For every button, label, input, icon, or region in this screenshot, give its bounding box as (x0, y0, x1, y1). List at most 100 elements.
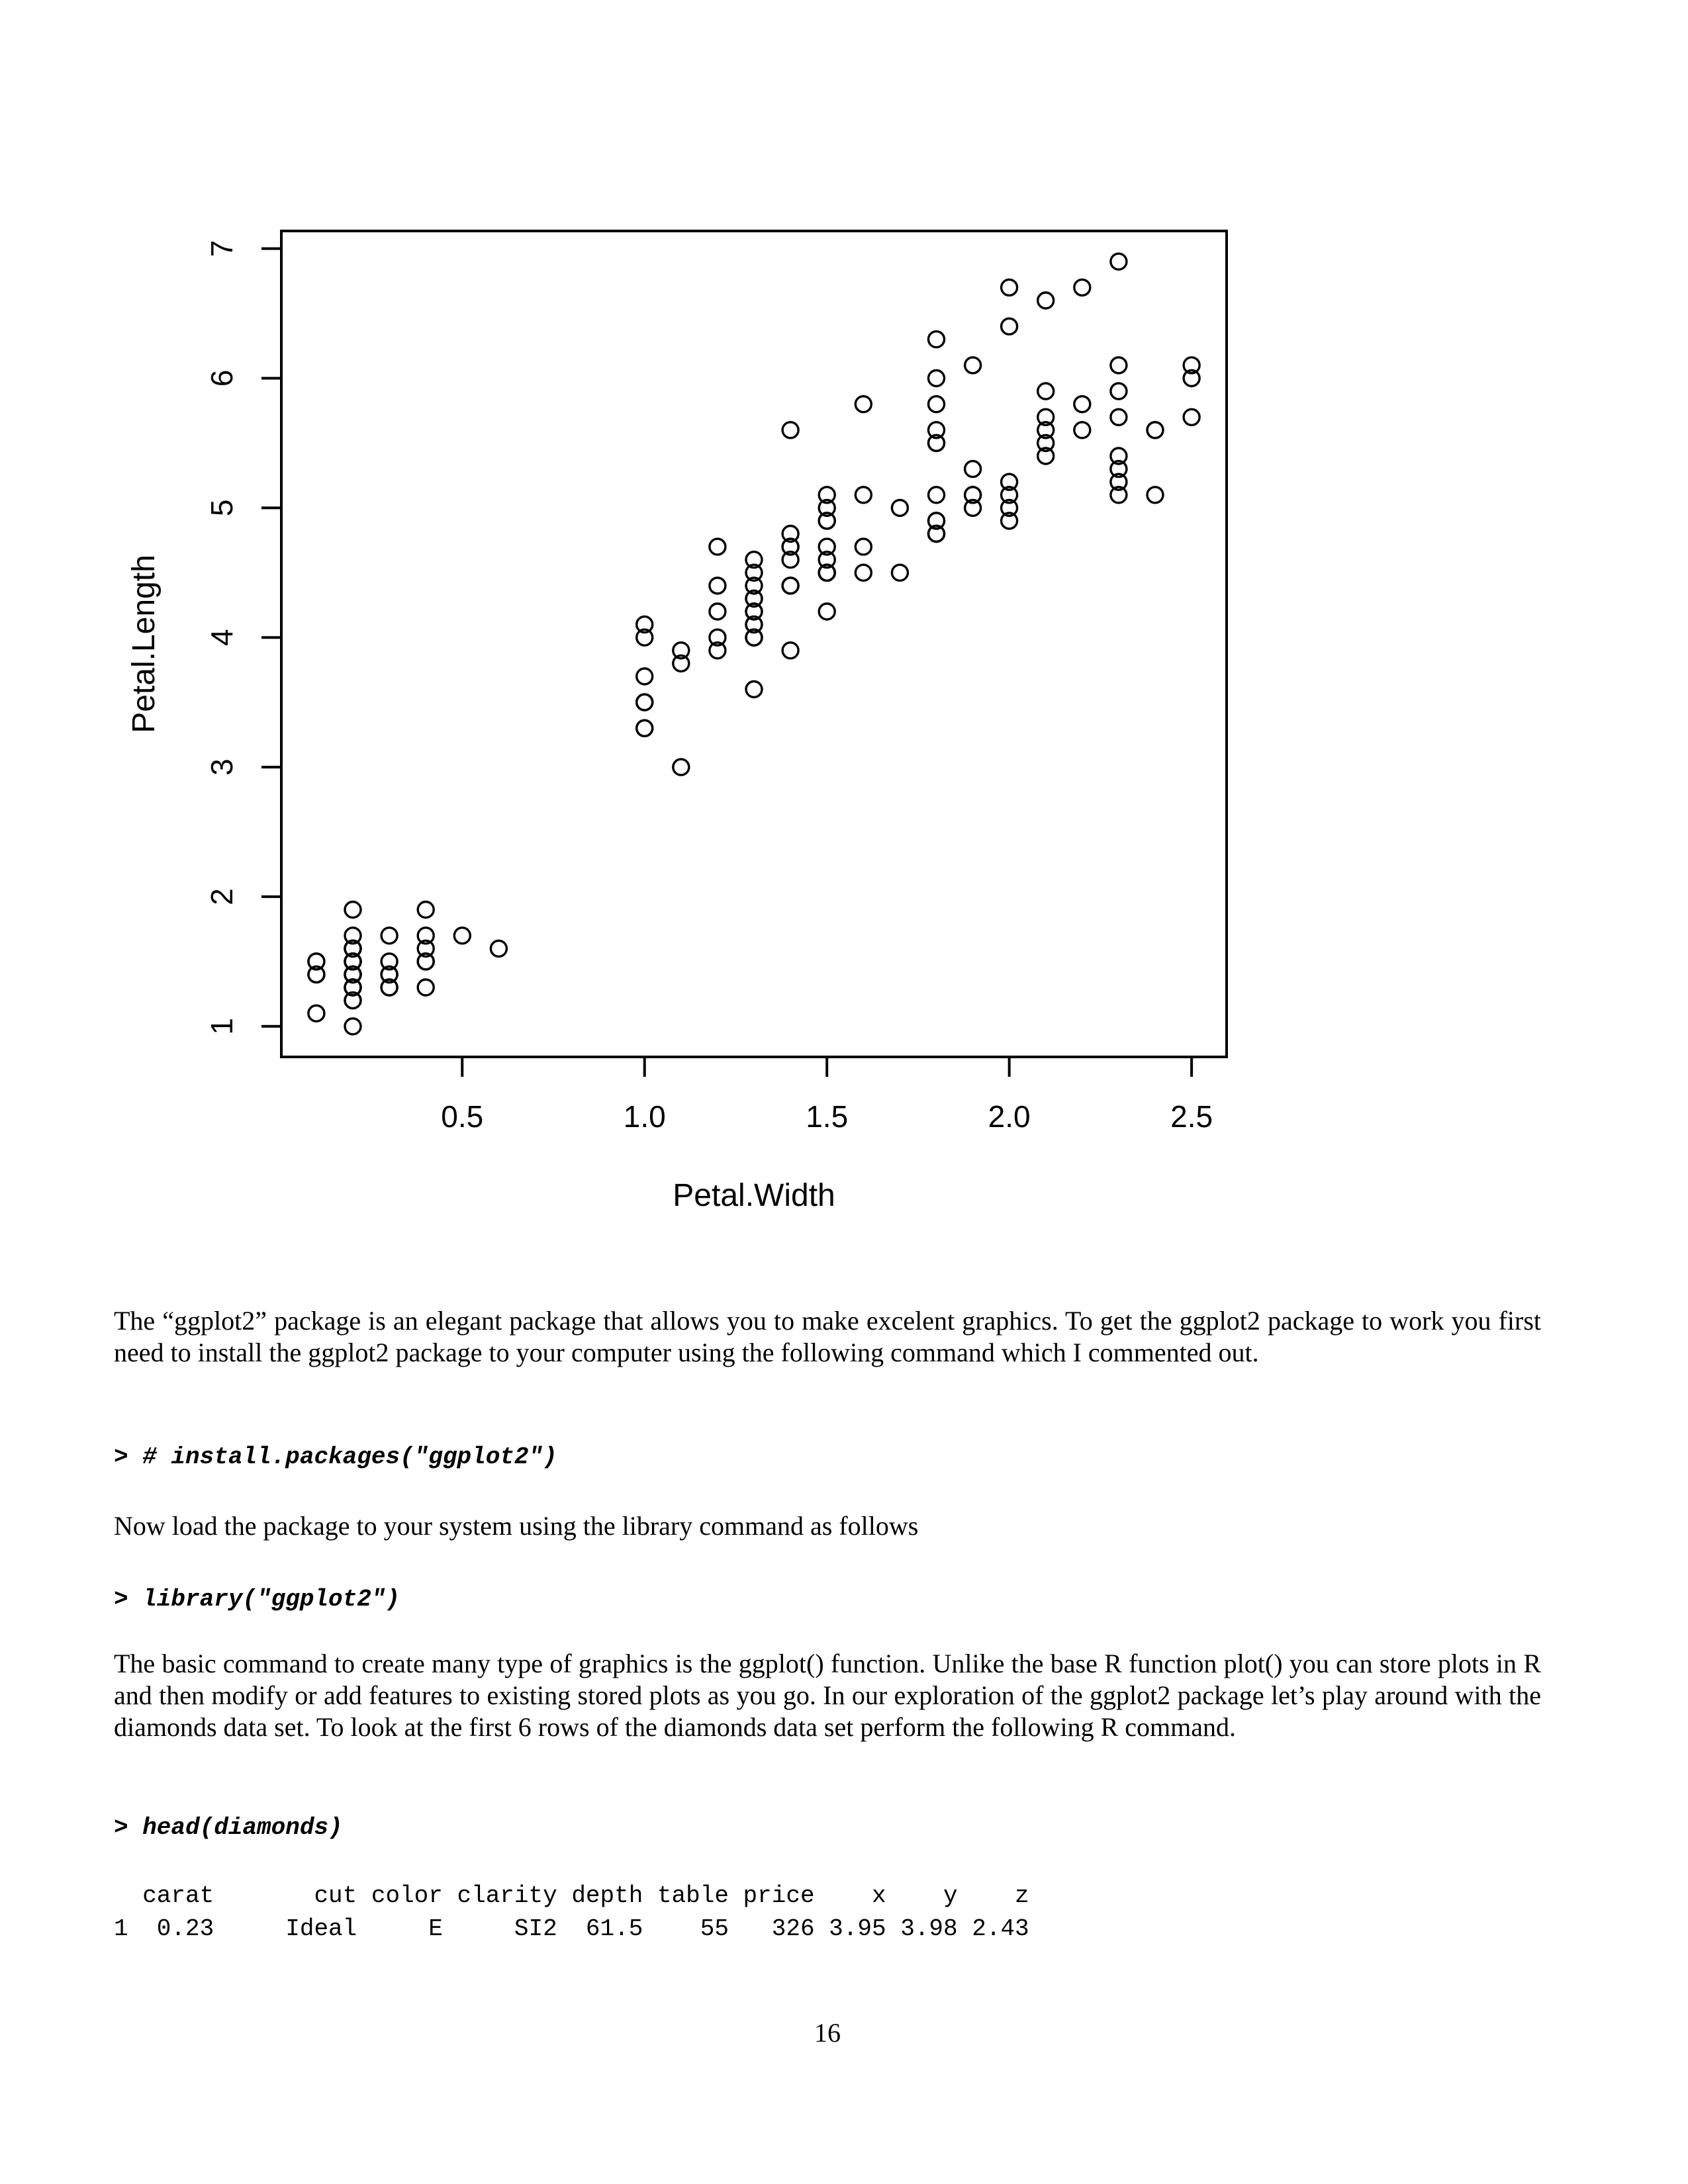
data-point (380, 926, 399, 945)
data-point (781, 576, 800, 595)
data-point (745, 628, 763, 647)
data-point (927, 486, 946, 504)
x-tick-label: 2.0 (988, 1099, 1031, 1134)
y-axis-label: Petal.Length (126, 555, 162, 733)
paragraph-ggplot-basics: The basic command to create many type of… (114, 1649, 1541, 1742)
data-point (781, 551, 800, 569)
data-point (1036, 382, 1055, 400)
x-axis-label: Petal.Width (673, 1178, 835, 1213)
data-point (380, 965, 399, 984)
data-point (307, 965, 326, 984)
data-point (781, 641, 800, 660)
data-point (344, 939, 362, 958)
data-point (745, 602, 763, 621)
code-library: > library("ggplot2") (114, 1586, 400, 1613)
data-point (708, 602, 727, 621)
data-point (1146, 421, 1164, 439)
data-point (818, 537, 836, 556)
data-point (745, 615, 763, 634)
data-point (1000, 512, 1019, 530)
data-point (1073, 395, 1092, 414)
data-point (344, 926, 362, 945)
data-point (927, 330, 946, 349)
data-point (854, 563, 873, 582)
data-point (416, 978, 435, 997)
data-point (1109, 486, 1128, 504)
data-point (781, 524, 800, 543)
data-point (818, 512, 836, 530)
data-point (1109, 459, 1128, 478)
x-tick-label: 1.0 (624, 1099, 666, 1134)
data-point (708, 628, 727, 647)
data-point (672, 758, 690, 776)
data-point (307, 952, 326, 971)
data-point (781, 537, 800, 556)
data-point (963, 356, 982, 375)
data-point (1000, 317, 1019, 336)
data-point (1073, 421, 1092, 439)
data-point (927, 421, 946, 439)
data-point (416, 900, 435, 919)
data-point (344, 1017, 362, 1036)
data-point (1036, 421, 1055, 439)
data-point (1036, 408, 1055, 426)
data-point (672, 641, 690, 660)
data-point (963, 486, 982, 504)
data-point (854, 486, 873, 504)
data-point (708, 537, 727, 556)
data-point (416, 926, 435, 945)
y-tick-label: 3 (205, 758, 239, 776)
data-point (890, 498, 910, 518)
data-point (927, 395, 946, 414)
paragraph-ggplot2-intro: The “ggplot2” package is an elegant pack… (114, 1306, 1541, 1367)
x-tick-label: 1.5 (806, 1099, 848, 1134)
data-point (927, 524, 946, 543)
data-point (1000, 498, 1019, 518)
data-point (854, 537, 873, 556)
data-point (416, 939, 435, 958)
data-point (1182, 369, 1201, 388)
data-point (635, 693, 654, 711)
y-tick-label: 4 (205, 629, 239, 646)
data-point (380, 978, 399, 997)
code-install-packages: > # install.packages("ggplot2") (114, 1443, 557, 1471)
y-tick-label: 6 (205, 370, 239, 387)
data-point (1182, 408, 1201, 426)
data-point (635, 615, 654, 634)
paragraph-load-package: Now load the package to your system usin… (114, 1511, 919, 1541)
data-point (1000, 486, 1019, 504)
data-point (1182, 356, 1201, 375)
data-point (818, 486, 836, 504)
data-point (1109, 252, 1128, 271)
data-point (1073, 278, 1092, 297)
iris-scatter-plot: 0.5 1.0 1.5 2.0 2.5 1 2 3 4 5 6 7 Petal.Width Petal.L… (126, 230, 1228, 1213)
data-point (672, 654, 690, 673)
data-point (708, 641, 727, 660)
data-point (818, 498, 836, 518)
data-point (635, 628, 654, 647)
diamonds-table-row: 1 0.23 Ideal E SI2 61.5 55 326 3.95 3.98… (114, 1915, 1029, 1942)
data-point (745, 576, 763, 595)
data-point (854, 395, 873, 414)
data-point (818, 602, 836, 621)
y-tick-label: 7 (205, 240, 239, 257)
data-point (635, 719, 654, 738)
data-point (1000, 278, 1019, 297)
data-point (344, 965, 362, 984)
data-point (416, 952, 435, 971)
data-point (927, 369, 946, 388)
data-point (344, 978, 362, 997)
data-point (963, 459, 982, 478)
x-tick-label: 2.5 (1170, 1099, 1213, 1134)
data-point (489, 939, 508, 958)
page-number: 16 (814, 2018, 841, 2048)
x-tick-label: 0.5 (441, 1099, 483, 1134)
data-point (1036, 291, 1055, 310)
plot-box (280, 230, 1228, 1058)
y-tick-label: 1 (205, 1018, 239, 1035)
y-tick-label: 2 (205, 888, 239, 905)
code-head-diamonds: > head(diamonds) (114, 1814, 343, 1841)
data-point (818, 563, 836, 582)
data-point (1109, 356, 1128, 375)
data-point (745, 551, 763, 569)
